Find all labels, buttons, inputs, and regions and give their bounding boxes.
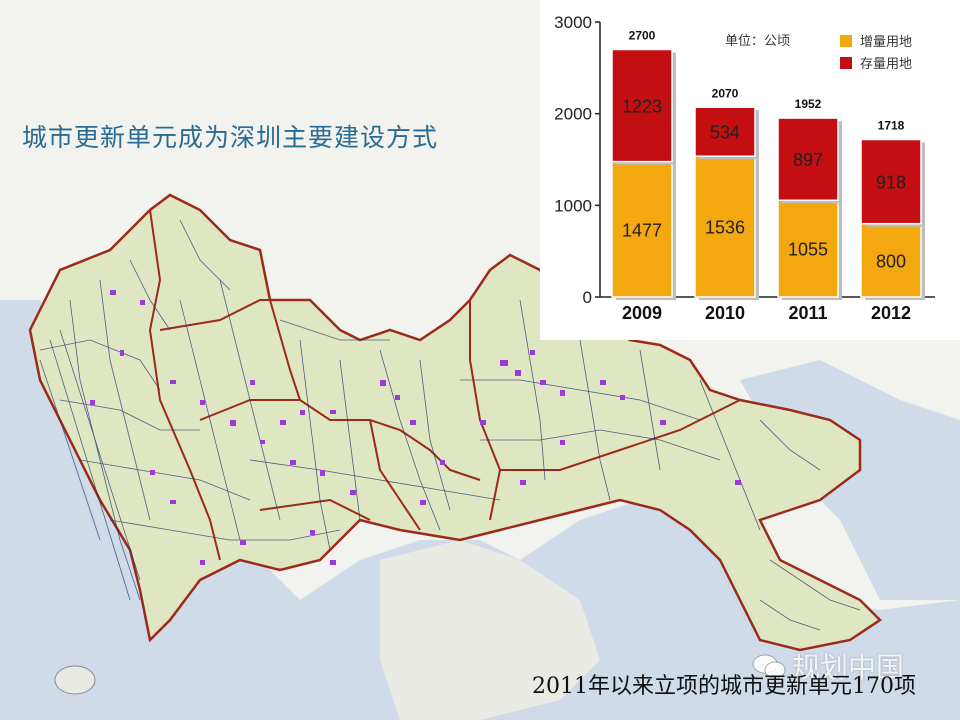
bar-stock — [694, 106, 756, 157]
legend-label: 存量用地 — [860, 57, 912, 72]
legend-swatch — [840, 35, 852, 47]
island — [54, 665, 96, 695]
bar-stock — [777, 117, 839, 202]
land-south — [380, 540, 600, 720]
watermark: 规划中国 — [752, 646, 904, 686]
bar-stock-label: 918 — [876, 173, 906, 193]
unit-label: 单位：公顷 — [725, 34, 790, 49]
y-tick-label: 1000 — [554, 196, 592, 215]
wechat-icon — [752, 654, 786, 679]
bar-increment-label: 800 — [876, 251, 906, 271]
page-title: 城市更新单元成为深圳主要建设方式 — [22, 123, 439, 152]
bar-increment — [860, 222, 922, 298]
bar-increment — [694, 155, 756, 298]
x-tick-label: 2011 — [788, 303, 827, 323]
stacked-bar-chart: 0 1000 2000 3000 1477 1223 2700 2009 1536 534 2070… — [554, 13, 935, 323]
legend-label: 增量用地 — [860, 35, 912, 50]
x-tick-label: 2010 — [705, 303, 745, 323]
legend-swatch — [840, 57, 852, 69]
bar-increment-label: 1477 — [622, 220, 662, 240]
x-tick-label: 2012 — [871, 303, 911, 323]
bar-increment-label: 1055 — [788, 240, 828, 260]
x-tick-label: 2009 — [622, 303, 662, 323]
road-network — [39, 219, 861, 631]
bar-increment — [777, 199, 839, 298]
bar-stock-label: 534 — [710, 123, 740, 143]
bar-increment-label: 1536 — [705, 218, 745, 238]
y-tick-label: 0 — [583, 288, 592, 307]
bar-stock — [611, 48, 673, 163]
update-units — [90, 290, 741, 565]
y-tick-label: 2000 — [554, 105, 592, 124]
bar-total-label: 2070 — [712, 86, 739, 100]
map-caption: 2011年以来立项的城市更新单元170项 — [532, 674, 916, 699]
bar-stock-label: 1223 — [622, 97, 662, 117]
y-tick-label: 3000 — [554, 13, 592, 32]
bar-total-label: 1952 — [795, 97, 822, 111]
bar-total-label: 2700 — [629, 29, 656, 43]
land-supply-chart: 0 1000 2000 3000 1477 1223 2700 2009 1536 534 2070… — [540, 0, 960, 340]
bar-stock — [860, 138, 922, 225]
bar-total-label: 1718 — [878, 119, 905, 133]
sea-west — [0, 300, 170, 720]
watermark-text: 规划中国 — [792, 651, 905, 684]
bar-increment — [611, 160, 673, 298]
bar-stock-label: 897 — [793, 150, 823, 170]
